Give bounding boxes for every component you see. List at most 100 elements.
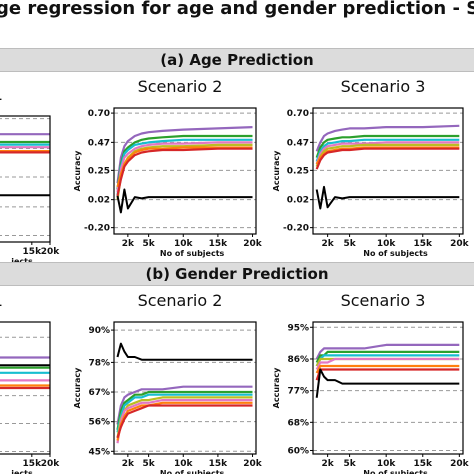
x-tick-label: 15k: [23, 459, 43, 469]
x-tick-label: 2k: [322, 459, 335, 469]
series-line-3: [116, 393, 253, 433]
x-tick-label: 20k: [450, 239, 470, 249]
chart-gender-scenario-3: Scenario 3 95% 86% 77% 68% 60% 2k 5k 10k 15k 20k No…: [272, 291, 470, 474]
chart-title: Scenario 2: [138, 77, 223, 96]
chart-title: Scenario 3: [341, 291, 426, 310]
x-tick-label: 10k: [377, 459, 397, 469]
y-axis-label: Accuracy: [73, 150, 82, 191]
series-line-4: [315, 143, 460, 167]
series-line-1: [315, 350, 460, 363]
plot-frame: [312, 107, 464, 235]
chart-panel-age-scenario-3: Scenario 3 0.70 0.47 0.25 0.02 -0.20 2k 5k 10k 15…: [265, 72, 474, 262]
y-tick-label: 45%: [88, 447, 110, 457]
chart-title: ario 1: [0, 291, 3, 310]
series-line-0: [0, 133, 50, 136]
plot-frame: [0, 115, 51, 243]
y-tick-label: 56%: [88, 418, 110, 428]
chart-title: Scenario 2: [138, 291, 223, 310]
x-axis-label: jects: [10, 469, 33, 474]
chart-title: Scenario 3: [341, 77, 426, 96]
series-line-6: [315, 147, 460, 170]
plot-frame: [113, 107, 257, 235]
series-line-6: [315, 368, 460, 381]
series-line-1: [116, 385, 253, 425]
x-tick-label: 5k: [143, 239, 156, 249]
y-tick-label: -0.20: [84, 224, 110, 234]
x-tick-label: 15k: [23, 247, 43, 257]
y-tick-label: 0.70: [88, 109, 110, 119]
y-axis-label: Accuracy: [73, 367, 82, 408]
y-tick-label: 0.25: [287, 166, 309, 176]
x-tick-label: 10k: [174, 459, 194, 469]
figure-title: ge regression for age and gender predict…: [0, 0, 474, 40]
series-line-4: [0, 149, 50, 153]
section-header-gender: (b) Gender Prediction: [0, 262, 474, 286]
chart-age-scenario-3: Scenario 3 0.70 0.47 0.25 0.02 -0.20 2k 5k 10k 15…: [272, 77, 470, 258]
x-tick-label: 20k: [450, 459, 470, 469]
x-tick-label: 2k: [122, 239, 135, 249]
x-tick-label: 5k: [343, 239, 356, 249]
series-line-3: [116, 141, 253, 193]
x-tick-label: 20k: [243, 459, 263, 469]
x-tick-label: 20k: [243, 239, 263, 249]
x-axis-label: No of subjects: [160, 249, 225, 258]
x-tick-label: 15k: [413, 239, 433, 249]
y-axis-label: Accuracy: [272, 150, 281, 191]
x-axis-label: No of subjects: [363, 249, 428, 258]
y-tick-label: 86%: [287, 355, 309, 365]
y-tick-label: 78%: [88, 358, 110, 368]
y-tick-label: 0.02: [287, 196, 309, 206]
series-line-5: [315, 364, 460, 374]
y-tick-label: 90%: [88, 326, 110, 336]
section-header-age: (a) Age Prediction: [0, 48, 474, 72]
series-line-6: [116, 147, 253, 197]
series-line-7: [315, 185, 460, 210]
series-line-7: [315, 368, 460, 398]
plot-frame: [0, 321, 51, 455]
x-tick-label: 2k: [322, 239, 335, 249]
x-tick-label: 15k: [209, 239, 229, 249]
y-tick-label: 67%: [88, 388, 110, 398]
y-axis-label: Accuracy: [272, 367, 281, 408]
series-line-3: [315, 141, 460, 165]
chart-panel-gender-scenario-3: Scenario 3 95% 86% 77% 68% 60% 2k 5k 10k 15k 20k No…: [265, 286, 474, 474]
y-tick-label: -0.20: [283, 224, 309, 234]
series-line-5: [0, 151, 50, 154]
y-tick-label: 95%: [287, 323, 309, 333]
series-line-0: [315, 124, 460, 152]
x-tick-label: 2k: [122, 459, 135, 469]
series-line-7: [116, 188, 253, 214]
x-tick-label: 15k: [413, 459, 433, 469]
x-axis-label: No of subjects: [363, 469, 428, 474]
series-line-1: [0, 140, 50, 144]
chart-age-scenario-2: Scenario 2 0.70 0.47 0.25 0.02 -0.20 2k 5k 10k 15…: [73, 77, 263, 258]
x-axis-label: jects: [10, 257, 33, 262]
chart-panel-age-scenario-2: Scenario 2 0.70 0.47 0.25 0.02 -0.20 2k 5k 10k 15…: [70, 72, 265, 262]
x-tick-label: 20k: [41, 459, 61, 469]
chart-gender-scenario-2: Scenario 2 90% 78% 67% 56% 45% 2k 5k 10k 15k 20k No…: [73, 291, 263, 474]
series-line-3: [0, 146, 50, 149]
series-line-5: [116, 398, 253, 444]
chart-title: ario 1: [0, 85, 3, 104]
x-tick-label: 5k: [143, 459, 156, 469]
series-line-2: [315, 354, 460, 367]
series-line-1: [315, 134, 460, 158]
series-line-2: [315, 138, 460, 162]
y-tick-label: 68%: [287, 418, 309, 428]
x-tick-label: 15k: [209, 459, 229, 469]
series-line-2: [0, 143, 50, 146]
x-axis-label: No of subjects: [160, 469, 225, 474]
y-tick-label: 60%: [287, 446, 309, 456]
chart-panel-gender-scenario-2: Scenario 2 90% 78% 67% 56% 45% 2k 5k 10k 15k 20k No…: [70, 286, 265, 474]
y-tick-label: 0.25: [88, 166, 110, 176]
y-tick-label: 0.70: [287, 109, 309, 119]
x-tick-label: 10k: [174, 239, 194, 249]
x-tick-label: 5k: [343, 459, 356, 469]
y-tick-label: 0.02: [88, 196, 110, 206]
y-tick-label: 0.47: [88, 138, 110, 148]
plot-frame: [312, 321, 464, 455]
plot-frame: [113, 321, 257, 455]
